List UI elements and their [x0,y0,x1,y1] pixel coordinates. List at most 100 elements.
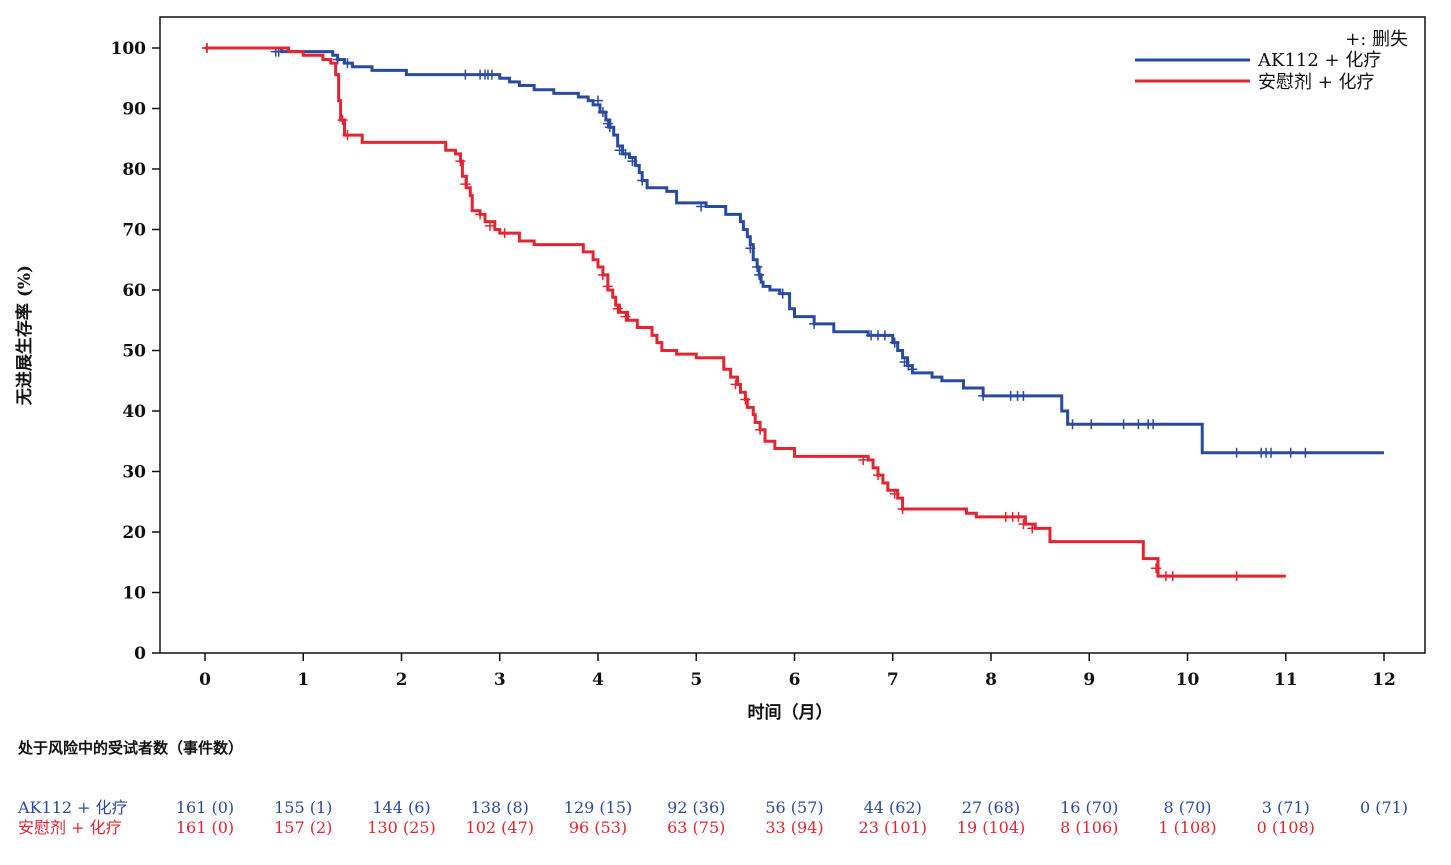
risk-value: 56 (57) [765,798,823,817]
y-tick-label: 20 [122,523,146,543]
y-tick-label: 50 [122,342,146,362]
censor-mark [1285,447,1296,458]
censor-mark [754,269,765,280]
censor-mark [1300,447,1311,458]
censor-mark [1118,419,1129,430]
risk-value: 63 (75) [667,818,725,837]
x-tick-label: 5 [690,670,702,690]
risk-value: 102 (47) [466,818,534,837]
risk-value: 161 (0) [176,818,234,837]
risk-table: 处于风险中的受试者数（事件数） AK112 + 化疗 安慰剂 + 化疗 161 … [17,739,1408,837]
x-tick-label: 2 [396,670,408,690]
censor-mark [696,201,707,212]
censor-mark [889,488,900,499]
y-tick-label: 40 [122,402,146,422]
y-tick-label: 10 [122,584,146,604]
risk-value: 157 (2) [274,818,332,837]
series-1 [201,43,1286,582]
censor-mark [752,262,763,273]
legend-label-ak112: AK112 + 化疗 [1257,50,1381,71]
plot-area-frame [159,16,1426,654]
y-tick-label: 100 [111,39,147,59]
x-tick-label: 6 [789,670,801,690]
x-tick-label: 0 [199,670,211,690]
risk-value: 92 (36) [667,798,725,817]
risk-table-values: 161 (0) 155 (1) 144 (6) 138 (8) 129 (15) 92 (… [176,798,1408,837]
censor-mark [978,390,989,401]
censor-mark [1231,447,1242,458]
y-tick-label: 90 [122,100,146,120]
risk-value: 23 (101) [859,818,927,837]
censor-mark [755,424,766,435]
x-axis-title: 时间（月） [748,702,833,723]
risk-value: 3 (71) [1262,798,1310,817]
censor-mark [612,303,623,314]
risk-value: 138 (8) [471,798,529,817]
censor-mark [873,470,884,481]
legend-censor-note: +: 删失 [1345,29,1408,50]
x-tick-label: 10 [1176,670,1200,690]
risk-value: 129 (15) [564,798,632,817]
censor-mark [1167,571,1178,582]
risk-value: 155 (1) [274,798,332,817]
censor-mark [1133,419,1144,430]
censor-mark [486,69,497,80]
censor-mark [1151,563,1162,574]
censor-mark [620,311,631,322]
censor-mark [597,269,608,280]
risk-value: 8 (106) [1060,818,1118,837]
survival-step-line [205,46,1286,578]
censor-mark [907,364,918,375]
censor-mark [460,69,471,80]
censor-mark [1027,523,1038,534]
censor-mark [455,156,466,167]
censor-mark [475,209,486,220]
censor-mark [337,114,348,125]
y-tick-label: 70 [122,221,146,241]
censor-mark [484,220,495,231]
risk-value: 144 (6) [372,798,430,817]
censor-mark [730,379,741,390]
x-tick-label: 8 [985,670,997,690]
risk-row-label-placebo: 安慰剂 + 化疗 [18,818,122,837]
risk-value: 130 (25) [367,818,435,837]
censor-mark [1086,419,1097,430]
risk-row-label-ak112: AK112 + 化疗 [17,798,128,817]
censor-mark [809,318,820,329]
risk-value: 27 (68) [962,798,1020,817]
y-tick-label: 30 [122,463,146,483]
risk-value: 44 (62) [864,798,922,817]
censor-mark [889,337,900,348]
y-tick-label: 0 [134,644,146,664]
censor-mark [332,54,343,65]
censor-mark [1013,511,1024,522]
censor-mark [604,122,615,133]
censor-mark [740,394,751,405]
x-axis: 0 1 2 3 4 5 6 7 8 9 10 11 12 [199,653,1396,690]
censor-mark [593,95,603,106]
risk-value: 16 (70) [1060,798,1118,817]
risk-value: 0 (108) [1257,818,1315,837]
censor-mark [460,179,471,190]
series-0 [201,43,1384,458]
x-tick-label: 4 [592,670,604,690]
censor-mark [1148,419,1159,430]
y-axis: 0 10 20 30 40 50 60 70 80 90 100 [111,39,160,664]
censor-mark [858,455,869,466]
legend: +: 删失 AK112 + 化疗 安慰剂 + 化疗 [1135,29,1408,93]
censor-mark [879,330,890,341]
censor-mark [499,228,510,239]
censor-mark [201,43,212,53]
x-tick-label: 12 [1372,670,1396,690]
censor-mark [897,504,908,515]
y-tick-label: 80 [122,160,146,180]
censor-mark [1266,447,1277,458]
risk-value: 33 (94) [765,818,823,837]
risk-value: 96 (53) [569,818,627,837]
censor-mark [614,145,625,156]
censor-mark [627,156,638,167]
censor-mark [1018,390,1029,401]
x-tick-label: 11 [1274,670,1298,690]
